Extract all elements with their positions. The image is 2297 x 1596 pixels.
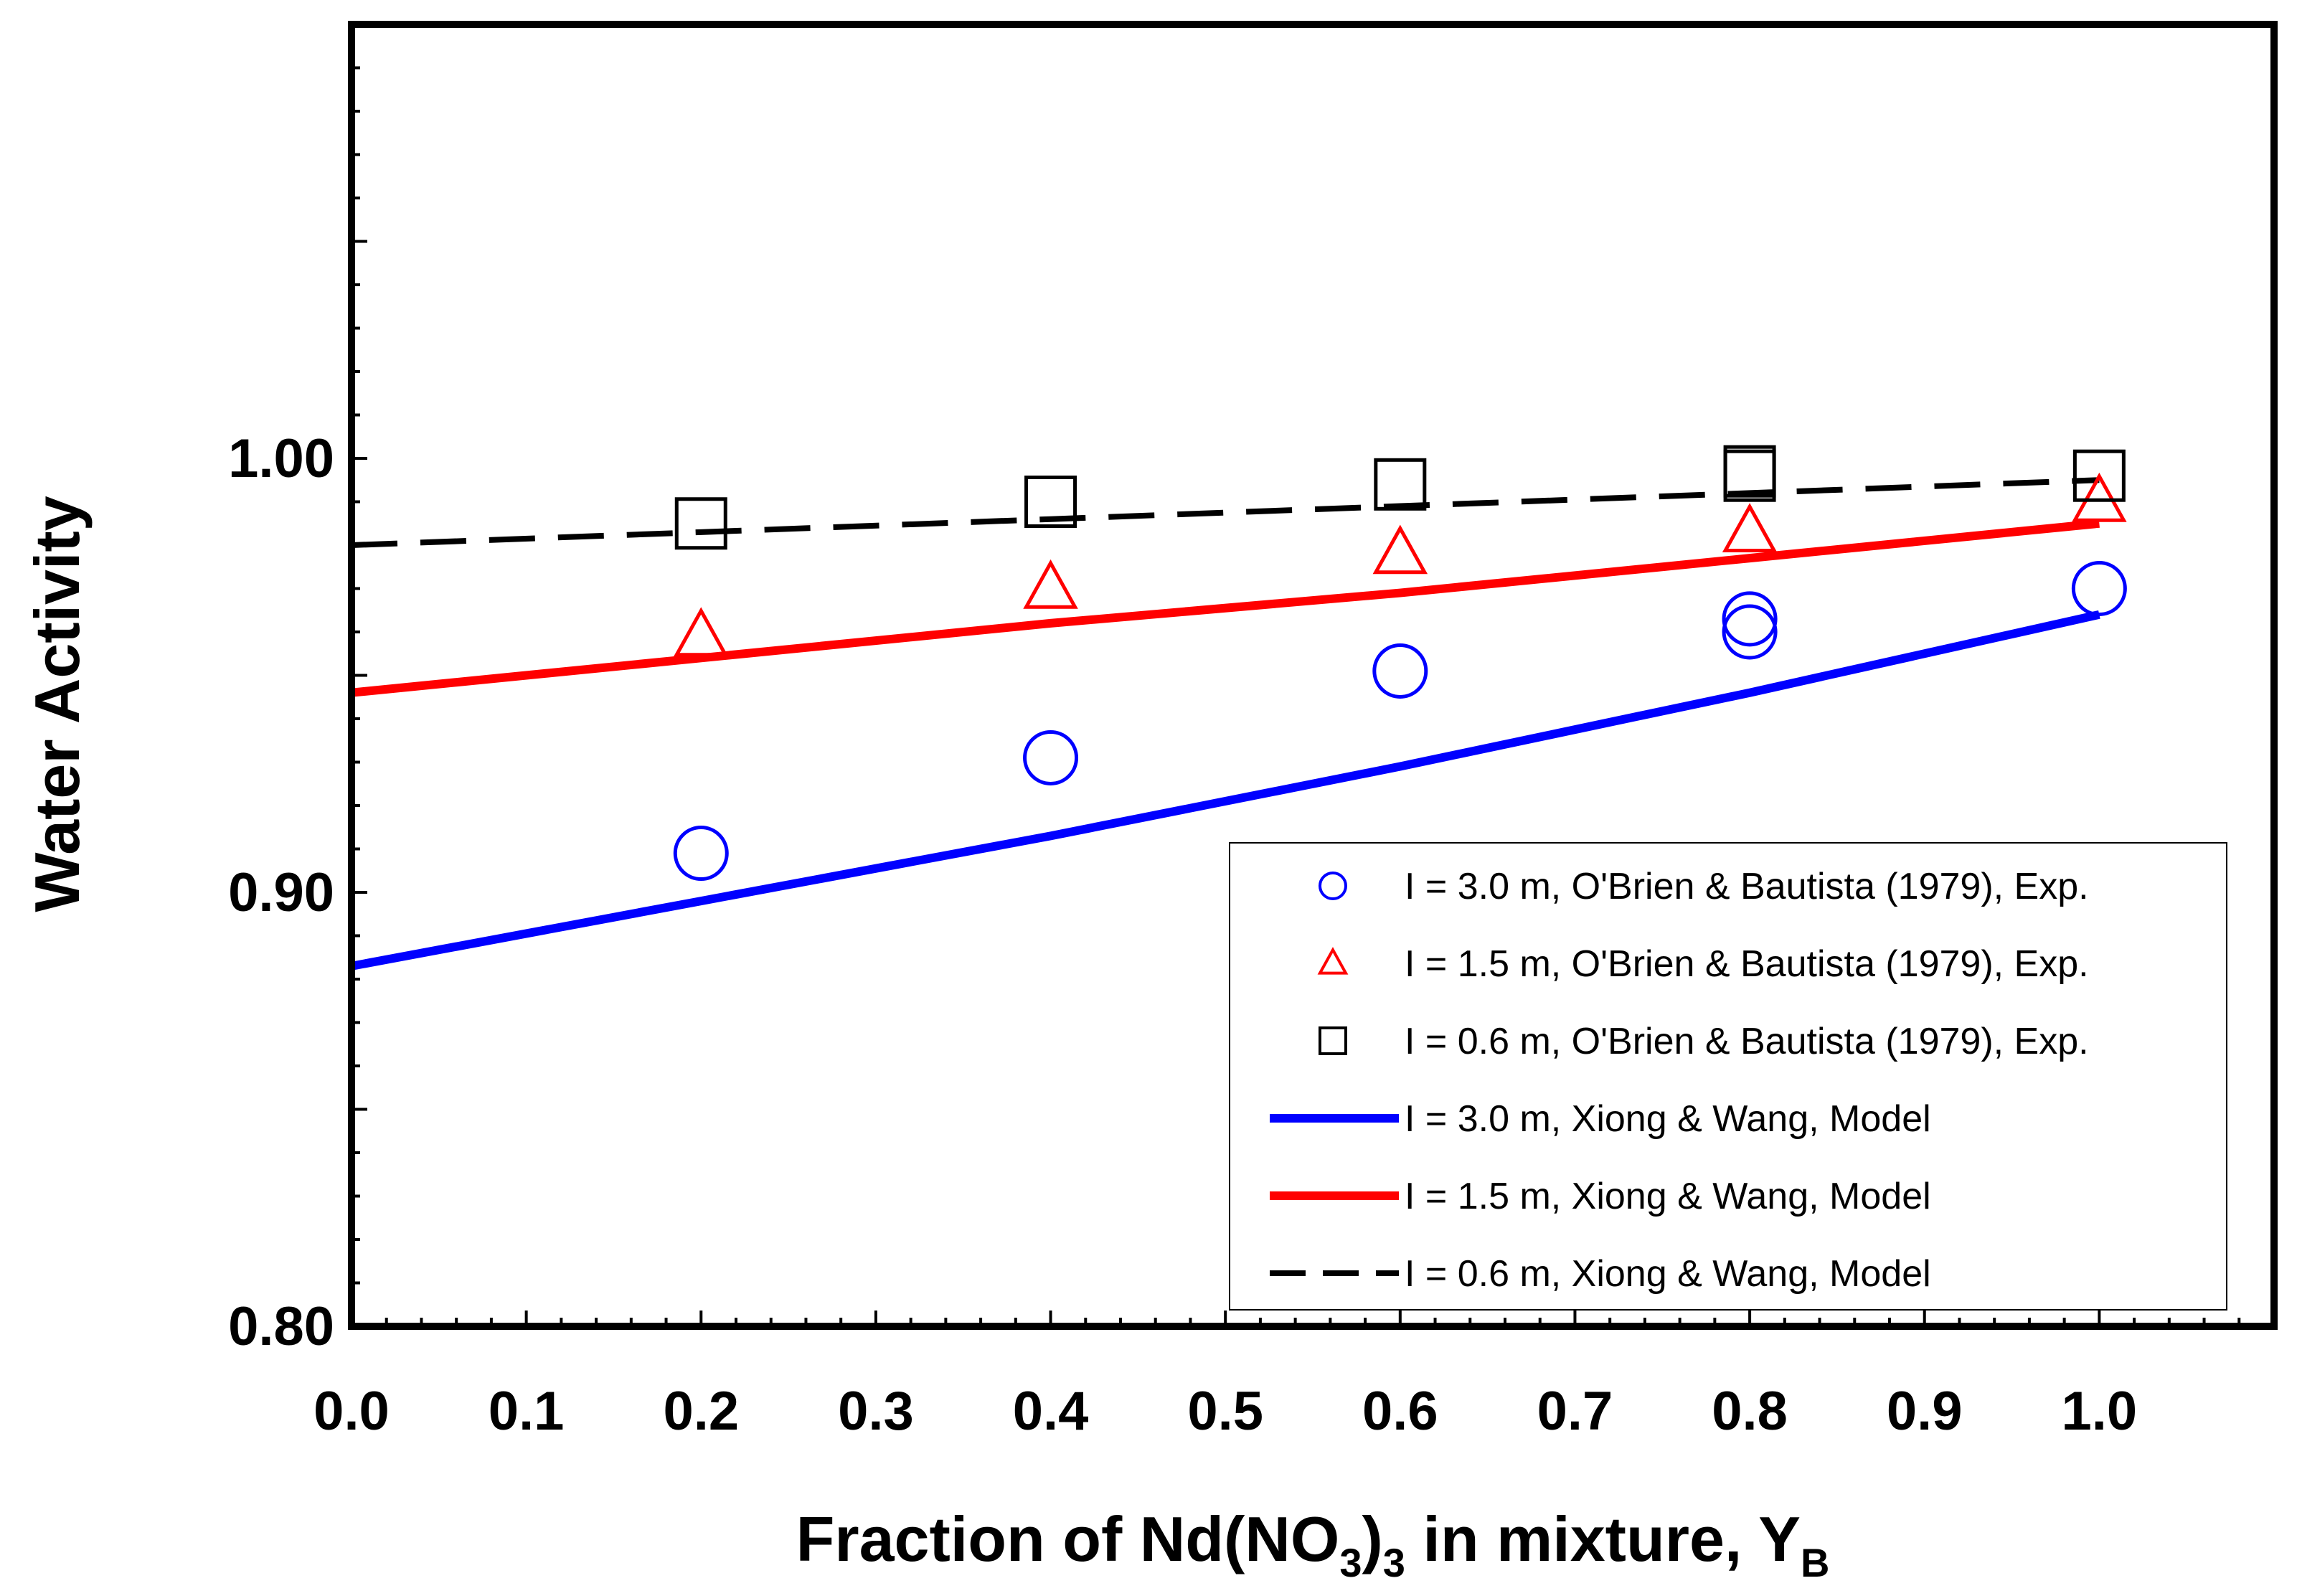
- square-marker: [1024, 476, 1077, 528]
- plot-frame: [348, 21, 2278, 1330]
- circle-marker: [2071, 561, 2127, 616]
- x-axis-title-sub3: B: [1801, 1540, 1829, 1585]
- x-tick-label: 0.8: [1712, 1381, 1788, 1442]
- square-marker: [1723, 445, 1776, 498]
- tick-labels: 0.0 0.1 0.2 0.3 0.4 0.5 0.6 0.7 0.8 0.9 1.0 0.80 0.9…: [228, 428, 2137, 1442]
- x-tick-label: 0.6: [1362, 1381, 1438, 1442]
- square-marker: [674, 497, 727, 550]
- x-tick-label: 0.3: [838, 1381, 914, 1442]
- legend-triangle-marker: [1317, 947, 1349, 975]
- legend-box: [1229, 842, 2227, 1311]
- circle-marker: [1372, 643, 1428, 699]
- x-tick-label: 0.0: [313, 1381, 390, 1442]
- legend-square-marker: [1319, 1026, 1347, 1055]
- legend-label: I = 3.0 m, O'Brien & Bautista (1979), Ex…: [1405, 866, 2089, 907]
- series-layer: [350, 445, 2127, 971]
- y-axis-title: Water Activity: [22, 496, 93, 912]
- legend-label: I = 1.5 m, O'Brien & Bautista (1979), Ex…: [1405, 943, 2089, 985]
- legend: I = 3.0 m, O'Brien & Bautista (1979), Ex…: [1229, 842, 2227, 1311]
- triangle-marker: [1023, 559, 1078, 609]
- x-tick-label: 1.0: [2062, 1381, 2138, 1442]
- circle-marker: [1722, 591, 1778, 647]
- x-axis-title: Fraction of Nd(NO3)3 in mixture, YB: [796, 1503, 1830, 1585]
- circle-marker: [673, 826, 729, 882]
- y-tick-label: 0.80: [228, 1296, 334, 1357]
- x-tick-label: 0.4: [1013, 1381, 1089, 1442]
- legend-label: I = 1.5 m, Xiong & Wang, Model: [1405, 1176, 1931, 1217]
- model-line: [351, 519, 2100, 697]
- x-tick-label: 0.7: [1537, 1381, 1613, 1442]
- x-tick-label: 0.2: [663, 1381, 739, 1442]
- x-axis-title-suffix: in mixture, Y: [1405, 1503, 1801, 1574]
- model-line: [351, 477, 2100, 548]
- square-marker: [2072, 449, 2126, 502]
- y-tick-label: 0.90: [228, 862, 334, 923]
- triangle-marker: [1722, 503, 1778, 553]
- x-axis-title-prefix: Fraction of Nd(NO: [796, 1503, 1340, 1574]
- legend-circle-marker: [1319, 872, 1347, 900]
- x-tick-label: 0.1: [489, 1381, 565, 1442]
- x-axis-title-sub1: 3: [1339, 1540, 1362, 1585]
- x-tick-label: 0.5: [1187, 1381, 1263, 1442]
- triangle-marker: [674, 607, 729, 657]
- legend-label: I = 0.6 m, O'Brien & Bautista (1979), Ex…: [1405, 1021, 2089, 1062]
- circle-marker: [1722, 604, 1778, 660]
- x-axis-title-mid: ): [1362, 1503, 1382, 1574]
- legend-label: I = 0.6 m, Xiong & Wang, Model: [1405, 1253, 1931, 1295]
- x-axis-title-sub2: 3: [1383, 1540, 1405, 1585]
- triangle-marker: [2072, 472, 2127, 522]
- y-tick-label: 1.00: [228, 428, 334, 489]
- model-line: [350, 610, 2100, 971]
- legend-label: I = 3.0 m, Xiong & Wang, Model: [1405, 1098, 1931, 1140]
- circle-marker: [1023, 729, 1079, 785]
- triangle-marker: [1372, 524, 1428, 575]
- x-tick-label: 0.9: [1887, 1381, 1963, 1442]
- square-marker: [1374, 458, 1427, 511]
